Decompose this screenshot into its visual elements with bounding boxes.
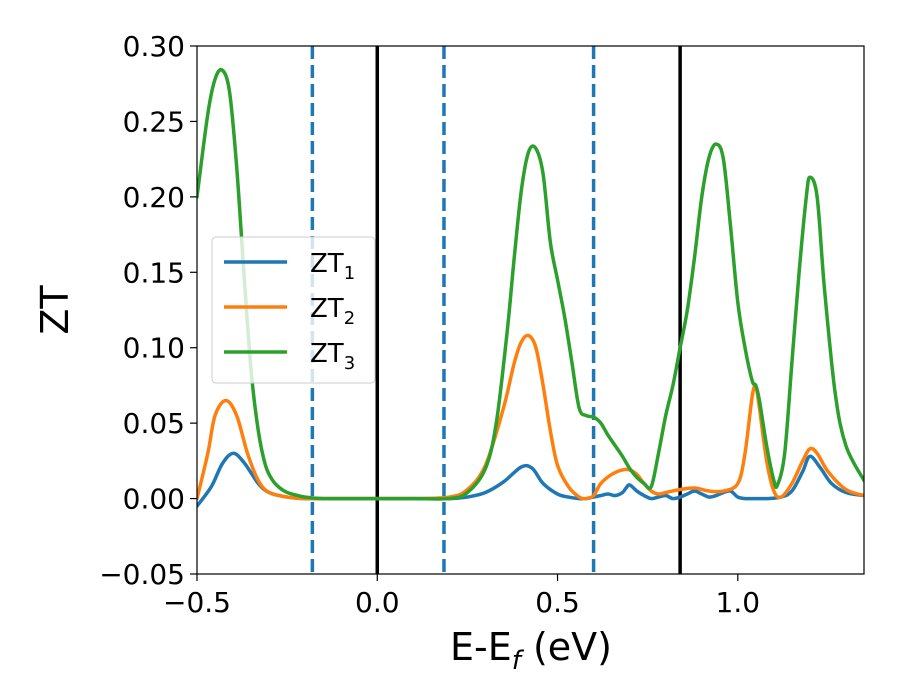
- y-axis-ticks: −0.05 0.00 0.05 0.10 0.15 0.20 0.25 0.30: [99, 30, 197, 591]
- vertical-reference-lines: [310, 46, 682, 574]
- x-tick-label: 1.0: [716, 586, 761, 619]
- legend-label-zt2: ZT2: [310, 294, 355, 329]
- y-tick-label: 0.20: [123, 181, 185, 214]
- y-tick-label: 0.30: [123, 30, 185, 63]
- x-tick-label: 0.5: [535, 586, 580, 619]
- x-axis-title-unit: (eV): [521, 625, 612, 669]
- series-line-zt3: [197, 67, 864, 501]
- y-axis-title: ZT: [33, 285, 77, 335]
- y-tick-label: 0.05: [123, 407, 185, 440]
- x-axis-title-main: E-E: [450, 625, 512, 669]
- series-lines: [197, 67, 864, 508]
- plot-frame: [196, 45, 865, 575]
- legend-label-zt3: ZT3: [310, 339, 355, 374]
- y-tick-label: −0.05: [99, 558, 185, 591]
- y-tick-label: 0.00: [123, 483, 185, 516]
- x-axis-title: E-Ef (eV): [450, 625, 612, 676]
- x-axis-ticks: −0.5 0.0 0.5 1.0: [163, 574, 760, 619]
- y-tick-label: 0.15: [123, 256, 185, 289]
- x-tick-label: 0.0: [355, 586, 400, 619]
- y-tick-label: 0.25: [123, 105, 185, 138]
- legend-label-zt1: ZT1: [310, 249, 355, 284]
- legend: ZT1 ZT2 ZT3: [211, 236, 376, 384]
- y-tick-label: 0.10: [123, 332, 185, 365]
- x-tick-label: −0.5: [163, 586, 231, 619]
- legend-box: [211, 236, 376, 384]
